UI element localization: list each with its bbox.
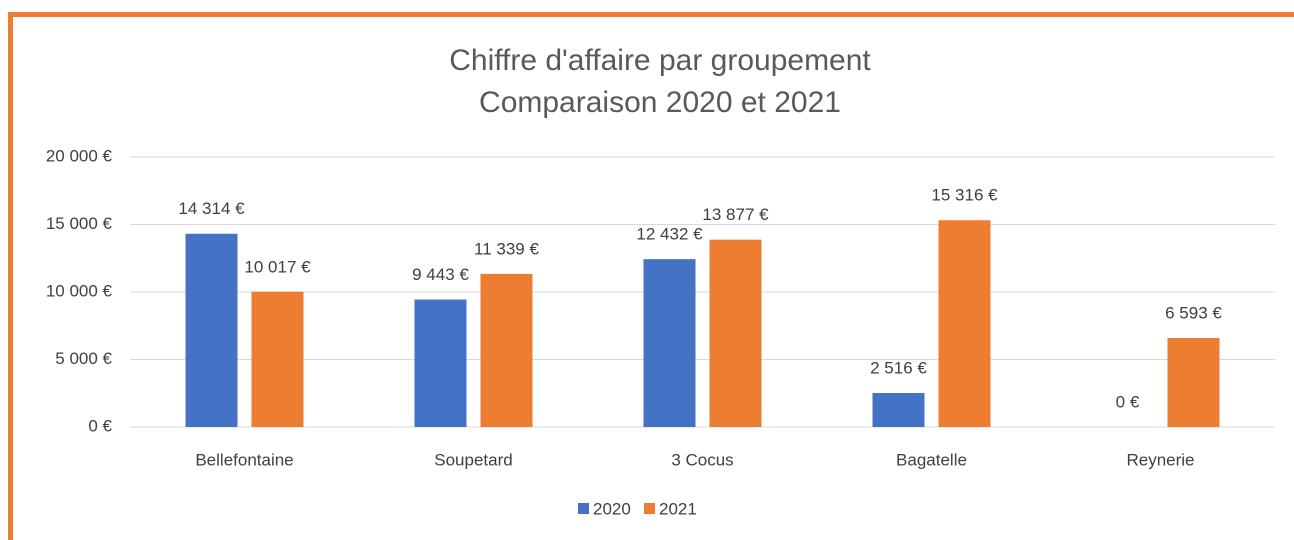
chart-title: Chiffre d'affaire par groupement	[449, 44, 871, 77]
x-tick-label: Reynerie	[1126, 450, 1194, 469]
bar	[185, 233, 238, 427]
data-label: 11 339 €	[474, 239, 539, 258]
bar	[643, 259, 696, 427]
bar	[872, 393, 925, 427]
x-tick-label: Bellefontaine	[195, 450, 293, 469]
y-tick-label: 0 €	[88, 416, 112, 435]
bar	[938, 220, 991, 427]
data-label: 15 316 €	[931, 186, 998, 205]
y-tick-label: 5 000 €	[55, 349, 112, 368]
legend-swatch	[578, 503, 589, 514]
data-label: 2 516 €	[870, 359, 927, 378]
y-tick-label: 10 000 €	[46, 281, 113, 300]
y-tick-label: 20 000 €	[46, 146, 113, 165]
bar	[251, 291, 304, 427]
data-label: 14 314 €	[178, 199, 245, 218]
legend-swatch	[644, 503, 655, 514]
frame-left	[8, 12, 13, 540]
legend-label: 2021	[659, 499, 697, 518]
bar	[709, 239, 762, 427]
data-label: 6 593 €	[1165, 303, 1222, 322]
data-label: 10 017 €	[244, 257, 311, 276]
frame-top	[8, 12, 1294, 17]
data-label: 13 877 €	[702, 205, 769, 224]
data-label: 12 432 €	[636, 225, 703, 244]
legend-label: 2020	[593, 499, 631, 518]
data-label: 9 443 €	[412, 265, 469, 284]
bar	[1167, 337, 1220, 427]
x-tick-label: Bagatelle	[896, 450, 967, 469]
y-tick-label: 15 000 €	[46, 214, 113, 233]
x-tick-label: Soupetard	[434, 450, 512, 469]
data-label: 0 €	[1116, 392, 1140, 411]
bar	[480, 273, 533, 427]
x-tick-label: 3 Cocus	[671, 450, 733, 469]
bar	[414, 299, 467, 427]
chart-subtitle: Comparaison 2020 et 2021	[479, 86, 841, 119]
